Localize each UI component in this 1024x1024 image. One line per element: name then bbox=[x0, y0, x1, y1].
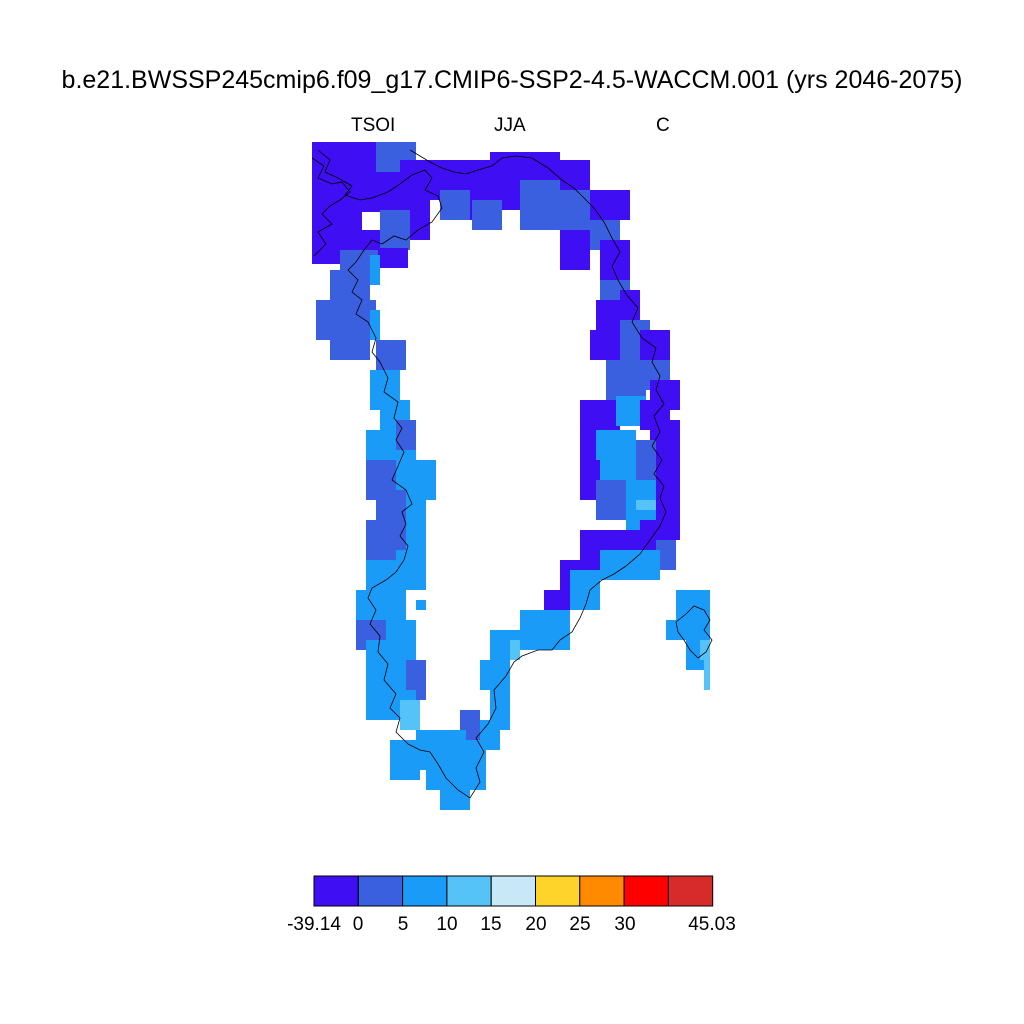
colorbar-box bbox=[535, 875, 581, 907]
grid-cell bbox=[606, 360, 646, 400]
grid-cell bbox=[510, 640, 520, 660]
grid-cell bbox=[544, 590, 574, 610]
grid-cell bbox=[660, 510, 680, 540]
coastline-secondary bbox=[311, 157, 351, 257]
colorbar-box bbox=[579, 875, 625, 907]
grid-cell bbox=[560, 230, 590, 270]
colorbar-box bbox=[667, 875, 714, 907]
grid-cell bbox=[390, 740, 420, 780]
grid-cell bbox=[370, 255, 380, 285]
grid-cell bbox=[370, 310, 380, 340]
colorbar-box bbox=[357, 875, 404, 907]
grid-cell bbox=[406, 460, 436, 500]
grid-cell bbox=[656, 540, 676, 570]
grid-cell bbox=[396, 550, 426, 590]
grid-cell bbox=[396, 420, 416, 450]
coastline-iceland bbox=[675, 605, 713, 659]
grid-cell bbox=[700, 640, 710, 660]
colorbar-tick-label: 45.03 bbox=[688, 914, 736, 935]
grid-cell bbox=[686, 610, 710, 640]
colorbar-tick-label: 30 bbox=[614, 914, 635, 935]
grid-cell bbox=[472, 200, 502, 230]
grid-cell bbox=[636, 440, 656, 480]
coastline bbox=[317, 149, 667, 799]
colorbar-tick-label: -39.14 bbox=[287, 914, 341, 935]
colorbar-box bbox=[402, 875, 448, 907]
grid-cell bbox=[590, 190, 630, 220]
colorbar-tick-label: 20 bbox=[525, 914, 546, 935]
grid-cell bbox=[330, 330, 370, 360]
season-label: JJA bbox=[494, 115, 526, 136]
units-label: C bbox=[656, 115, 670, 136]
grid-cell bbox=[378, 248, 408, 268]
colorbar-tick-label: 10 bbox=[436, 914, 457, 935]
colorbar-tick-label: 5 bbox=[398, 914, 409, 935]
grid-cell bbox=[440, 190, 470, 220]
colorbar-box bbox=[446, 875, 492, 907]
grid-cell bbox=[640, 520, 660, 550]
colorbar-box bbox=[313, 875, 359, 907]
colorbar-box bbox=[490, 875, 537, 907]
grid-cell bbox=[406, 500, 426, 550]
grid-cell bbox=[596, 480, 626, 520]
grid-cell bbox=[466, 740, 486, 790]
colorbar-tick-label: 25 bbox=[569, 914, 590, 935]
grid-cell bbox=[400, 700, 420, 730]
grid-cell bbox=[416, 600, 426, 610]
grid-cell bbox=[560, 190, 590, 230]
grid-cell bbox=[376, 340, 406, 370]
grid-cell bbox=[520, 610, 570, 650]
grid-cell bbox=[520, 180, 560, 230]
grid-cell bbox=[426, 770, 446, 790]
grid-cell bbox=[386, 590, 406, 650]
grid-cell bbox=[570, 570, 600, 610]
grid-cell bbox=[666, 620, 686, 640]
grid-cell bbox=[704, 660, 710, 690]
colorbar-labels: -39.14 0 5 10 15 20 25 30 45.03 bbox=[287, 914, 736, 935]
grid-cell bbox=[600, 550, 660, 580]
colorbar-boxes bbox=[313, 875, 714, 907]
map-title: b.e21.BWSSP245cmip6.f09_g17.CMIP6-SSP2-4… bbox=[61, 66, 963, 94]
grid-cell bbox=[360, 172, 400, 212]
colorbar-box bbox=[623, 875, 669, 907]
grid-cell bbox=[480, 660, 510, 690]
grid-cells bbox=[312, 142, 710, 810]
colorbar-tick-label: 15 bbox=[480, 914, 501, 935]
grid-cell bbox=[406, 620, 416, 660]
grid-cell bbox=[580, 460, 600, 500]
colorbar-tick-label: 0 bbox=[353, 914, 364, 935]
grid-cell bbox=[380, 210, 410, 250]
variable-label: TSOI bbox=[351, 115, 396, 136]
grid-cell bbox=[330, 270, 370, 300]
